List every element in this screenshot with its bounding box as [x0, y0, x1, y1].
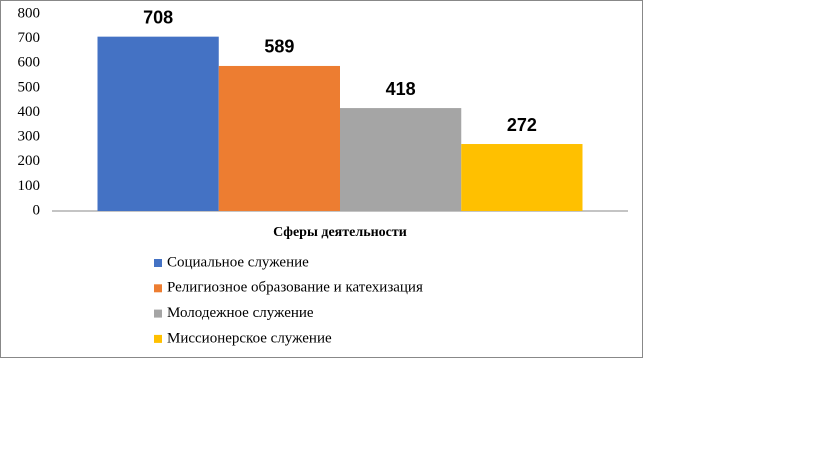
x-category-label: Сферы деятельности [273, 225, 407, 240]
bar [97, 36, 219, 211]
bar [340, 108, 462, 211]
legend-label: Религиозное образование и катехизация [167, 280, 423, 296]
y-tick-label: 500 [18, 79, 41, 95]
y-tick-label: 400 [18, 104, 41, 120]
y-tick-label: 300 [18, 129, 41, 145]
legend-label: Молодежное служение [167, 305, 314, 321]
data-label: 418 [386, 79, 416, 99]
legend-swatch [154, 284, 162, 293]
y-tick-label: 700 [18, 30, 41, 46]
bar [218, 65, 340, 212]
y-tick-label: 100 [18, 178, 41, 194]
legend-swatch [154, 259, 162, 267]
y-tick-label: 800 [18, 5, 41, 21]
y-tick-label: 600 [18, 55, 41, 71]
y-tick-label: 0 [33, 202, 41, 218]
y-tick-label: 200 [18, 153, 41, 169]
data-label: 708 [143, 7, 173, 27]
legend-swatch [154, 334, 162, 343]
data-label: 272 [507, 115, 537, 135]
legend-label: Социальное служение [167, 254, 309, 270]
legend-label: Миссионерское служение [167, 330, 332, 346]
legend-swatch [154, 309, 162, 318]
data-label: 589 [264, 37, 294, 57]
bar [461, 144, 583, 211]
